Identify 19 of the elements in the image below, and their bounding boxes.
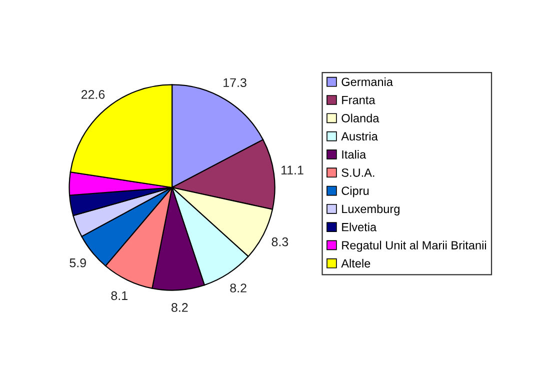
data-label: 8.2	[230, 284, 246, 292]
legend-label: Regatul Unit al Marii Britanii	[342, 240, 486, 252]
data-label: 22.6	[81, 90, 105, 99]
legend-label: S.U.A.	[342, 168, 374, 177]
legend-label: Luxemburg	[342, 204, 400, 216]
data-label: 11.1	[281, 166, 304, 174]
data-label: 8.1	[111, 291, 128, 300]
legend-label: Germania	[342, 77, 393, 86]
legend-label: Cipru	[342, 186, 369, 198]
legend-label: Elvetia	[342, 222, 377, 232]
legend-label: Franta	[342, 96, 376, 104]
legend-label: Olanda	[342, 114, 380, 122]
data-label: 8.2	[172, 303, 188, 312]
data-label: 5.9	[70, 258, 86, 268]
legend-label: Austria	[341, 132, 378, 141]
legend-label: Altele	[341, 258, 370, 268]
data-label: 17.3	[224, 78, 246, 88]
legend-label: Italia	[342, 150, 366, 159]
data-label: 8.3	[272, 237, 288, 246]
